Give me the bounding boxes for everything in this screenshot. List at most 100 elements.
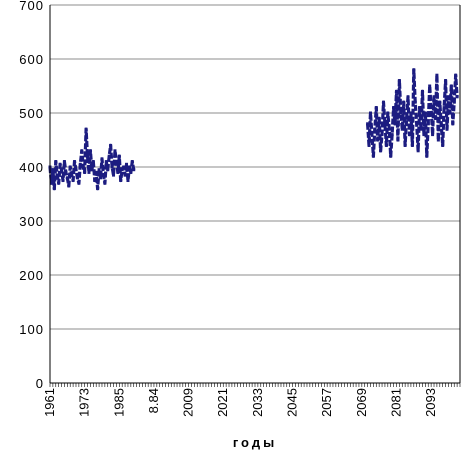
data-point: [120, 168, 124, 172]
data-point: [448, 111, 452, 115]
data-point: [103, 181, 107, 185]
data-point: [371, 154, 375, 158]
data-point: [381, 100, 385, 104]
data-point: [384, 143, 388, 147]
data-point: [88, 149, 92, 153]
data-point: [394, 89, 398, 93]
data-point: [393, 122, 397, 126]
data-point: [65, 176, 69, 180]
data-point: [73, 160, 77, 164]
data-point: [87, 170, 91, 174]
data-point: [93, 179, 97, 182]
data-point: [368, 111, 372, 115]
data-point: [62, 160, 66, 164]
data-point: [402, 100, 406, 104]
x-tick-label: 1961: [42, 388, 57, 417]
data-point: [409, 111, 413, 115]
data-point: [418, 106, 422, 110]
data-point: [441, 143, 445, 147]
data-point: [374, 106, 378, 110]
data-point: [109, 143, 113, 147]
data-point: [433, 116, 437, 120]
data-point: [397, 79, 401, 83]
data-point: [454, 73, 458, 77]
data-point: [439, 122, 443, 126]
data-point: [61, 179, 65, 182]
y-tick-label: 0: [36, 376, 44, 391]
data-point: [367, 143, 371, 147]
y-tick-label: 100: [19, 322, 44, 337]
data-point: [126, 179, 130, 182]
data-point: [445, 127, 449, 131]
data-point: [390, 133, 394, 137]
data-point: [426, 122, 430, 126]
x-tick-label: 2021: [215, 388, 230, 417]
x-tick-label: 1985: [111, 388, 126, 417]
data-point: [96, 187, 100, 191]
y-tick-label: 500: [19, 106, 44, 121]
data-point: [49, 181, 53, 185]
data-point: [407, 133, 411, 137]
x-tick-label: 2009: [181, 388, 196, 417]
data-point: [400, 127, 404, 131]
data-point: [94, 170, 98, 174]
data-point: [68, 165, 72, 169]
series-layer: [48, 68, 459, 191]
data-point: [399, 111, 403, 115]
data-point: [90, 168, 94, 172]
data-point: [422, 133, 426, 137]
data-point: [383, 122, 387, 126]
x-tick-labels: 1961 1973 1985 8.84 2009 2021 2033 2045 2057 2069…: [42, 388, 438, 417]
data-point: [127, 165, 131, 169]
data-point: [60, 168, 64, 172]
data-point: [410, 143, 414, 147]
data-point: [104, 160, 108, 164]
data-point: [379, 149, 383, 153]
data-point: [419, 127, 423, 131]
data-point: [123, 173, 127, 177]
data-point: [52, 187, 56, 191]
data-point: [67, 184, 71, 188]
data-point: [91, 160, 95, 164]
data-point: [99, 176, 103, 180]
data-point: [57, 181, 61, 185]
data-point: [78, 162, 82, 166]
data-point: [451, 122, 455, 126]
data-point: [403, 143, 407, 147]
data-point: [51, 168, 55, 172]
data-point: [54, 160, 58, 164]
data-point: [389, 154, 393, 158]
data-point: [119, 179, 123, 182]
data-point: [114, 160, 118, 164]
x-tick-label: 8.84: [146, 388, 161, 413]
data-point: [74, 168, 78, 172]
data-point: [413, 100, 417, 104]
data-point: [386, 111, 390, 115]
data-point: [77, 181, 81, 185]
data-point: [71, 179, 75, 182]
data-point: [428, 84, 432, 88]
data-point: [101, 173, 105, 177]
data-point: [387, 127, 391, 131]
x-tick-label: 2081: [388, 388, 403, 417]
y-tick-label: 600: [19, 52, 44, 67]
data-point: [412, 68, 416, 72]
data-point: [80, 149, 84, 153]
data-point: [415, 122, 419, 126]
data-point: [132, 168, 136, 172]
data-point: [107, 154, 111, 158]
x-tick-label: 2033: [250, 388, 265, 417]
data-point: [84, 127, 88, 131]
data-point: [113, 149, 117, 153]
data-point: [100, 157, 104, 161]
data-point: [110, 165, 114, 169]
x-axis-title: годы: [233, 435, 277, 450]
data-point: [396, 138, 400, 142]
data-point: [366, 122, 370, 126]
data-point: [392, 106, 396, 110]
data-point: [431, 133, 435, 137]
data-point: [83, 170, 87, 174]
y-tick-label: 200: [19, 268, 44, 283]
